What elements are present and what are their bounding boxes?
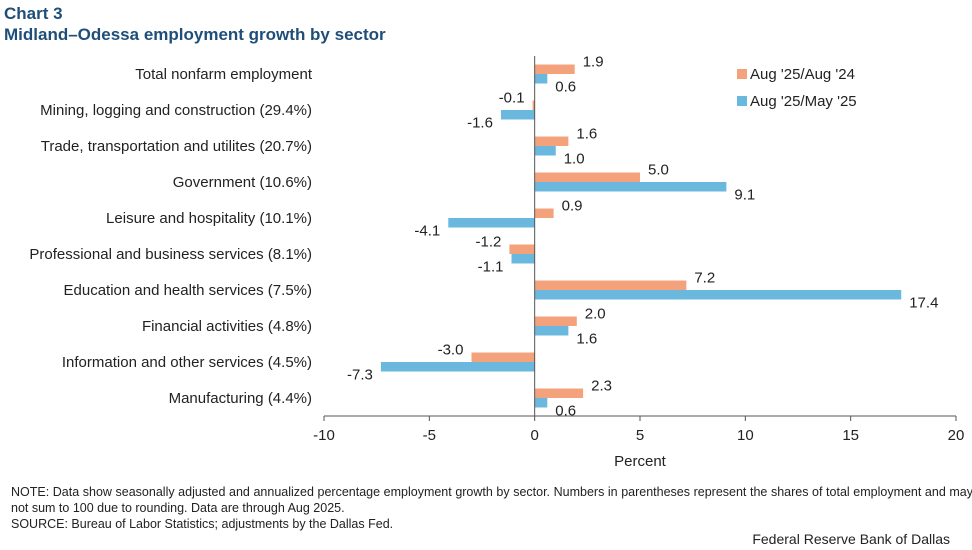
bar-chart: Total nonfarm employment Mining, logging …: [29, 54, 964, 471]
bar-s1-leisure-and-hospitality-10-1: [534, 208, 554, 218]
legend-swatch-s2: [737, 96, 747, 106]
legend-label-s1: Aug '25/Aug '24: [750, 66, 855, 83]
category-label-total-nonfarm-employment: Total nonfarm employment: [135, 66, 313, 83]
x-tick-label-1: -5: [423, 427, 436, 444]
bar-s2-manufacturing-4-4: [534, 398, 548, 408]
bar-s2-education-and-health-services-7-5: [534, 290, 902, 300]
value-labels: 1.9 0.6 -0.1 -1.6 1.6 1.0 5.0 9.1 0.9 -4.1 -1.2 -1.…: [347, 54, 938, 420]
bars: [380, 64, 902, 408]
bar-s2-financial-activities-4-8: [534, 326, 569, 336]
value-label-s2-government-10-6: 9.1: [734, 187, 755, 204]
category-label-mining-logging-and-construction-29-4: Mining, logging and construction (29.4%): [40, 102, 312, 119]
bar-s1-mining-logging-and-construction-29-4: [532, 100, 535, 110]
x-tick-label-5: 15: [842, 427, 859, 444]
value-label-s2-professional-and-business-services-8-1: -1.1: [478, 259, 504, 276]
source-text: SOURCE: Bureau of Labor Statistics; adju…: [11, 517, 394, 531]
value-label-s2-manufacturing-4-4: 0.6: [555, 403, 576, 420]
legend-swatch-s1: [737, 69, 747, 79]
category-label-leisure-and-hospitality-10-1: Leisure and hospitality (10.1%): [106, 210, 312, 227]
bar-s2-information-and-other-services-4-5: [380, 362, 535, 372]
category-label-education-and-health-services-7-5: Education and health services (7.5%): [64, 282, 312, 299]
bar-s2-mining-logging-and-construction-29-4: [500, 110, 535, 120]
value-label-s2-trade-transportation-and-utilites-20-7: 1.0: [564, 151, 585, 168]
category-label-trade-transportation-and-utilites-20-7: Trade, transportation and utilites (20.7…: [41, 138, 312, 155]
value-label-s1-government-10-6: 5.0: [648, 162, 669, 179]
bar-s1-education-and-health-services-7-5: [534, 280, 687, 290]
chart-number: Chart 3: [4, 4, 63, 23]
bar-s1-professional-and-business-services-8-1: [509, 244, 535, 254]
value-label-s2-mining-logging-and-construction-29-4: -1.6: [467, 115, 493, 132]
value-label-s2-information-and-other-services-4-5: -7.3: [347, 367, 373, 384]
bar-s2-total-nonfarm-employment: [534, 74, 548, 84]
x-axis: -10 -5 0 5 10 15 20 Percent: [313, 56, 964, 470]
bar-s1-government-10-6: [534, 172, 640, 182]
value-label-s1-manufacturing-4-4: 2.3: [591, 378, 612, 395]
bar-s1-financial-activities-4-8: [534, 316, 577, 326]
chart-title: Midland–Odessa employment growth by sect…: [4, 25, 386, 44]
x-axis-title: Percent: [614, 453, 667, 470]
value-label-s1-financial-activities-4-8: 2.0: [585, 306, 606, 323]
value-label-s2-financial-activities-4-8: 1.6: [576, 331, 597, 348]
bar-s2-trade-transportation-and-utilites-20-7: [534, 146, 556, 156]
note-text: NOTE: Data show seasonally adjusted and …: [11, 485, 972, 515]
value-label-s1-trade-transportation-and-utilites-20-7: 1.6: [576, 126, 597, 143]
legend-label-s2: Aug '25/May '25: [750, 93, 857, 110]
category-label-information-and-other-services-4-5: Information and other services (4.5%): [62, 354, 312, 371]
category-label-financial-activities-4-8: Financial activities (4.8%): [142, 318, 312, 335]
category-label-government-10-6: Government (10.6%): [173, 174, 312, 191]
bar-s2-leisure-and-hospitality-10-1: [448, 218, 535, 228]
bar-s2-professional-and-business-services-8-1: [511, 254, 535, 264]
bar-s1-trade-transportation-and-utilites-20-7: [534, 136, 569, 146]
x-tick-label-3: 5: [636, 427, 644, 444]
value-label-s1-leisure-and-hospitality-10-1: 0.9: [562, 198, 583, 215]
notes: NOTE: Data show seasonally adjusted and …: [11, 484, 972, 532]
bar-s1-total-nonfarm-employment: [534, 64, 575, 74]
x-tick-label-2: 0: [530, 427, 538, 444]
bar-s1-manufacturing-4-4: [534, 388, 584, 398]
value-label-s2-education-and-health-services-7-5: 17.4: [909, 295, 938, 312]
category-label-professional-and-business-services-8-1: Professional and business services (8.1%…: [29, 246, 312, 263]
bar-s1-information-and-other-services-4-5: [471, 352, 535, 362]
legend: Aug '25/Aug '24 Aug '25/May '25: [737, 66, 857, 110]
x-tick-label-0: -10: [313, 427, 335, 444]
value-label-s1-education-and-health-services-7-5: 7.2: [694, 270, 715, 287]
value-label-s1-total-nonfarm-employment: 1.9: [583, 54, 604, 71]
bar-s2-government-10-6: [534, 182, 727, 192]
value-label-s1-information-and-other-services-4-5: -3.0: [438, 342, 464, 359]
chart-title-block: Chart 3 Midland–Odessa employment growth…: [4, 3, 386, 45]
value-label-s2-total-nonfarm-employment: 0.6: [555, 79, 576, 96]
category-labels: Total nonfarm employment Mining, logging …: [29, 66, 312, 407]
value-label-s2-leisure-and-hospitality-10-1: -4.1: [414, 223, 440, 240]
credit-text: Federal Reserve Bank of Dallas: [752, 531, 950, 547]
x-tick-label-6: 20: [948, 427, 965, 444]
value-label-s1-professional-and-business-services-8-1: -1.2: [476, 234, 502, 251]
category-label-manufacturing-4-4: Manufacturing (4.4%): [169, 390, 312, 407]
x-tick-label-4: 10: [737, 427, 754, 444]
value-label-s1-mining-logging-and-construction-29-4: -0.1: [499, 90, 525, 107]
